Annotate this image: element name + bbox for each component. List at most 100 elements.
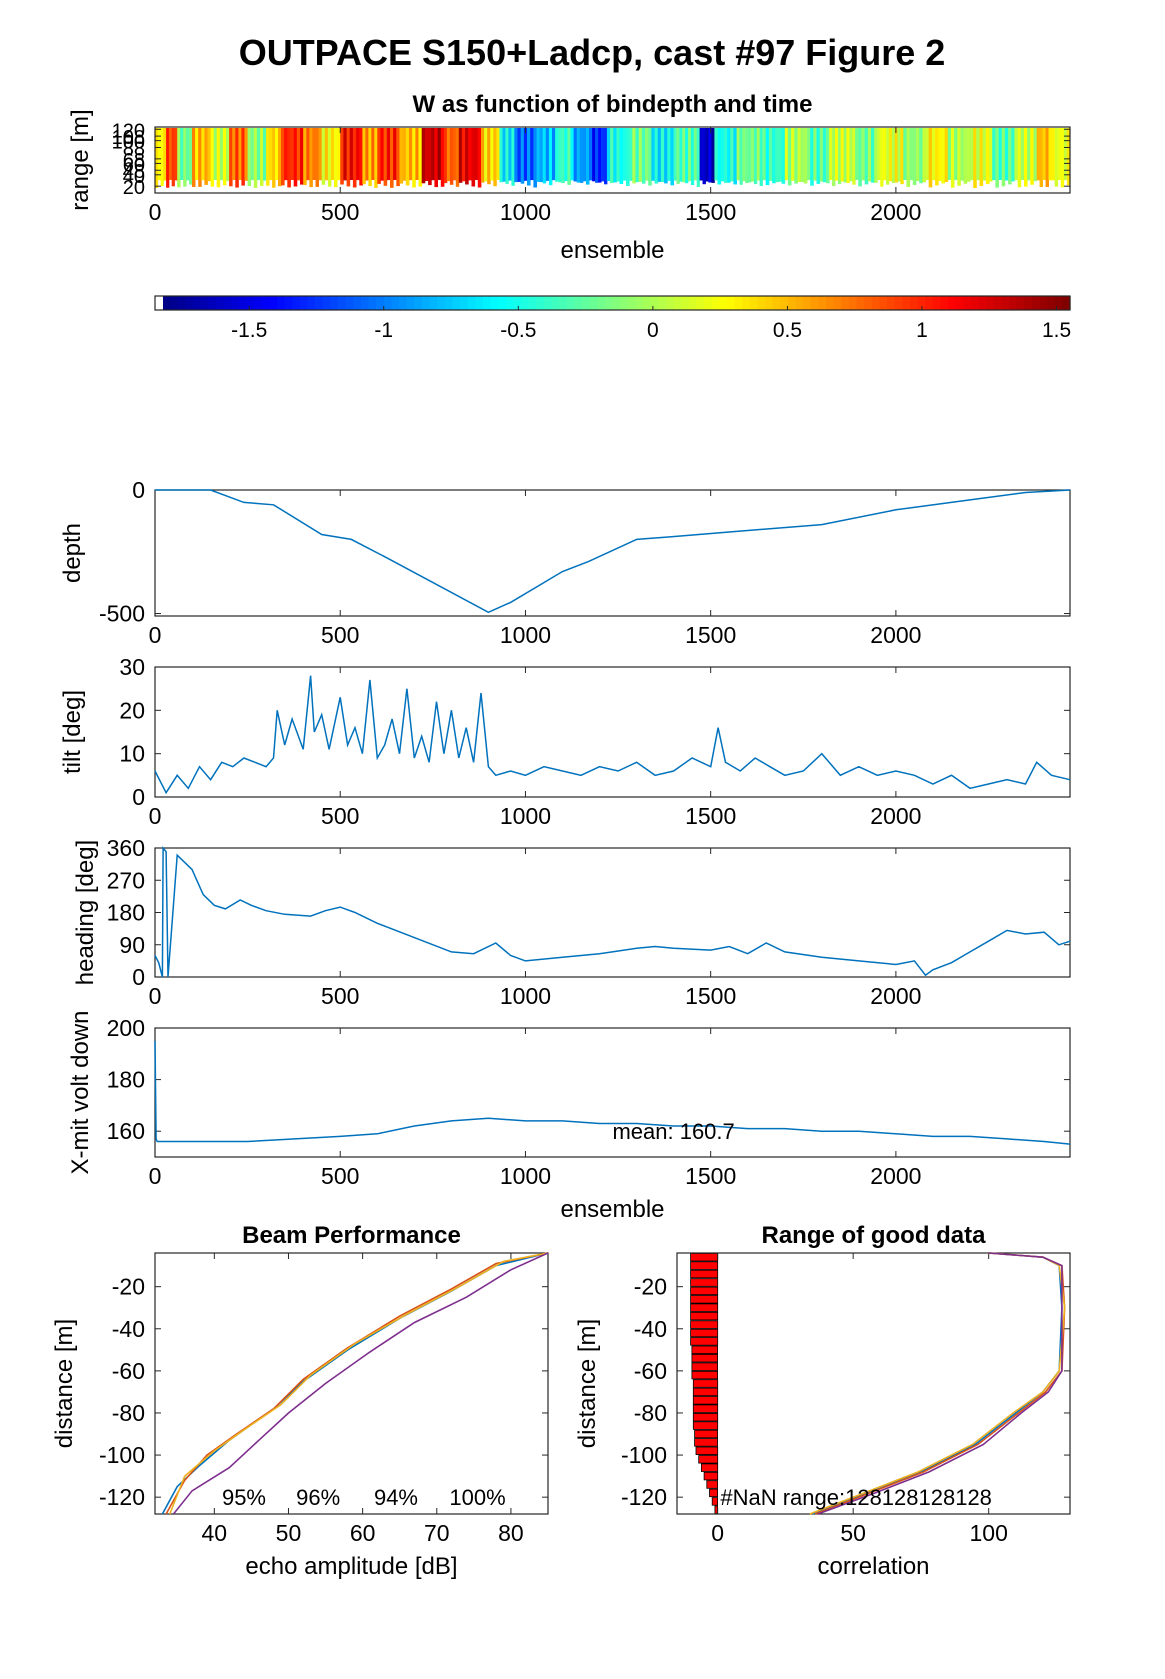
xmit-volt-xlabel: ensemble bbox=[560, 1196, 664, 1223]
w-cell bbox=[183, 128, 187, 187]
w-cell bbox=[925, 128, 930, 180]
w-cell bbox=[1063, 128, 1068, 181]
colorbar-cell bbox=[978, 296, 987, 310]
colorbar-cell bbox=[1039, 296, 1048, 310]
w-cell bbox=[192, 128, 196, 187]
depth-frame bbox=[154, 489, 1071, 617]
w-cell bbox=[424, 128, 429, 181]
w-cell bbox=[852, 128, 856, 185]
w-cell bbox=[664, 128, 668, 184]
colorbar-cell bbox=[765, 296, 774, 310]
w-cell bbox=[693, 128, 698, 181]
colorbar-cell bbox=[353, 296, 362, 310]
heading-ylabel: heading [deg] bbox=[72, 840, 99, 985]
w-cell bbox=[484, 128, 488, 182]
w-cell bbox=[903, 128, 907, 180]
y-tick-label: -500 bbox=[99, 601, 145, 627]
w-cell bbox=[733, 128, 737, 185]
y-tick-label: 100 bbox=[112, 132, 145, 154]
colorbar-cell bbox=[696, 296, 705, 310]
xmit-volt-ylabel: X-mit volt down bbox=[67, 1010, 94, 1174]
w-cell bbox=[676, 128, 680, 184]
x-tick-label: 50 bbox=[276, 1520, 302, 1546]
w-cell bbox=[186, 128, 190, 181]
nan-range-bar bbox=[690, 1295, 719, 1304]
w-cell bbox=[963, 128, 968, 184]
w-cell bbox=[864, 128, 869, 185]
w-cell bbox=[992, 128, 996, 181]
nan-range-bar bbox=[711, 1497, 719, 1506]
colorbar-cell bbox=[1047, 296, 1056, 310]
w-cell bbox=[517, 128, 522, 182]
colorbar-cell bbox=[170, 296, 179, 310]
colorbar-cell bbox=[970, 296, 980, 310]
colorbar-cell bbox=[963, 296, 972, 310]
colorbar-cell bbox=[925, 296, 934, 310]
w-cell bbox=[383, 128, 388, 186]
w-cell bbox=[877, 128, 881, 180]
w-cell bbox=[708, 128, 712, 183]
colorbar-cell bbox=[818, 296, 827, 310]
w-cell bbox=[891, 128, 896, 183]
colorbar-cell bbox=[406, 296, 415, 310]
beam-percent-label: 96% bbox=[296, 1485, 340, 1510]
colorbar-cell bbox=[688, 296, 697, 310]
w-cell bbox=[775, 128, 779, 183]
w-cell bbox=[1017, 128, 1022, 188]
w-cell bbox=[446, 128, 451, 182]
colorbar-cell bbox=[871, 296, 880, 310]
w-cell bbox=[931, 128, 936, 181]
w-cell bbox=[753, 128, 758, 185]
w-cell bbox=[368, 128, 372, 187]
colorbar-cell bbox=[711, 296, 720, 310]
w-cell bbox=[912, 128, 917, 185]
beam-percent-label: 94% bbox=[374, 1485, 418, 1510]
y-tick-label: 20 bbox=[119, 697, 145, 723]
w-cell bbox=[241, 128, 245, 186]
w-cell bbox=[894, 128, 898, 183]
w-cell bbox=[660, 128, 665, 183]
w-cell bbox=[511, 128, 515, 186]
w-cell bbox=[573, 128, 578, 182]
colorbar-cell bbox=[208, 296, 217, 310]
colorbar-cell bbox=[917, 296, 926, 310]
colorbar-cell bbox=[490, 296, 499, 310]
w-cell bbox=[514, 128, 518, 183]
colorbar-cell bbox=[658, 296, 667, 310]
w-cell bbox=[287, 128, 291, 188]
colorbar-cell bbox=[879, 296, 888, 310]
colorbar-cell bbox=[467, 296, 476, 310]
w-cell bbox=[260, 128, 264, 186]
colorbar-frame bbox=[154, 295, 1071, 311]
colorbar-cell bbox=[360, 296, 370, 310]
w-cell bbox=[648, 128, 652, 186]
w-cell bbox=[272, 128, 276, 188]
w-cell bbox=[645, 128, 649, 181]
colorbar-cell bbox=[757, 296, 766, 310]
w-cell bbox=[548, 128, 553, 186]
w-cell bbox=[635, 128, 640, 183]
w-cell bbox=[800, 128, 805, 182]
w-cell bbox=[204, 128, 208, 185]
w-cell bbox=[490, 128, 494, 181]
w-image-xlabel: ensemble bbox=[560, 237, 664, 264]
figure-title: OUTPACE S150+Ladcp, cast #97 Figure 2 bbox=[239, 32, 946, 73]
nan-range-bar bbox=[691, 1362, 719, 1371]
w-cell bbox=[909, 128, 914, 181]
x-tick-label: 1000 bbox=[500, 1163, 551, 1189]
nan-range-bar bbox=[690, 1278, 719, 1287]
colorbar-cell bbox=[635, 296, 644, 310]
w-cell bbox=[530, 128, 534, 181]
colorbar-cell bbox=[566, 296, 575, 310]
w-cell bbox=[606, 128, 611, 182]
tilt-line bbox=[154, 675, 1071, 795]
beam-performance-xlabel: echo amplitude [dB] bbox=[245, 1553, 457, 1580]
w-cell bbox=[598, 128, 602, 183]
w-cell bbox=[412, 128, 416, 188]
y-tick-label: 120 bbox=[112, 120, 145, 142]
w-image-ylabel: range [m] bbox=[67, 109, 94, 210]
w-cell bbox=[613, 128, 617, 183]
w-cell bbox=[861, 128, 866, 181]
w-cell bbox=[269, 128, 273, 181]
